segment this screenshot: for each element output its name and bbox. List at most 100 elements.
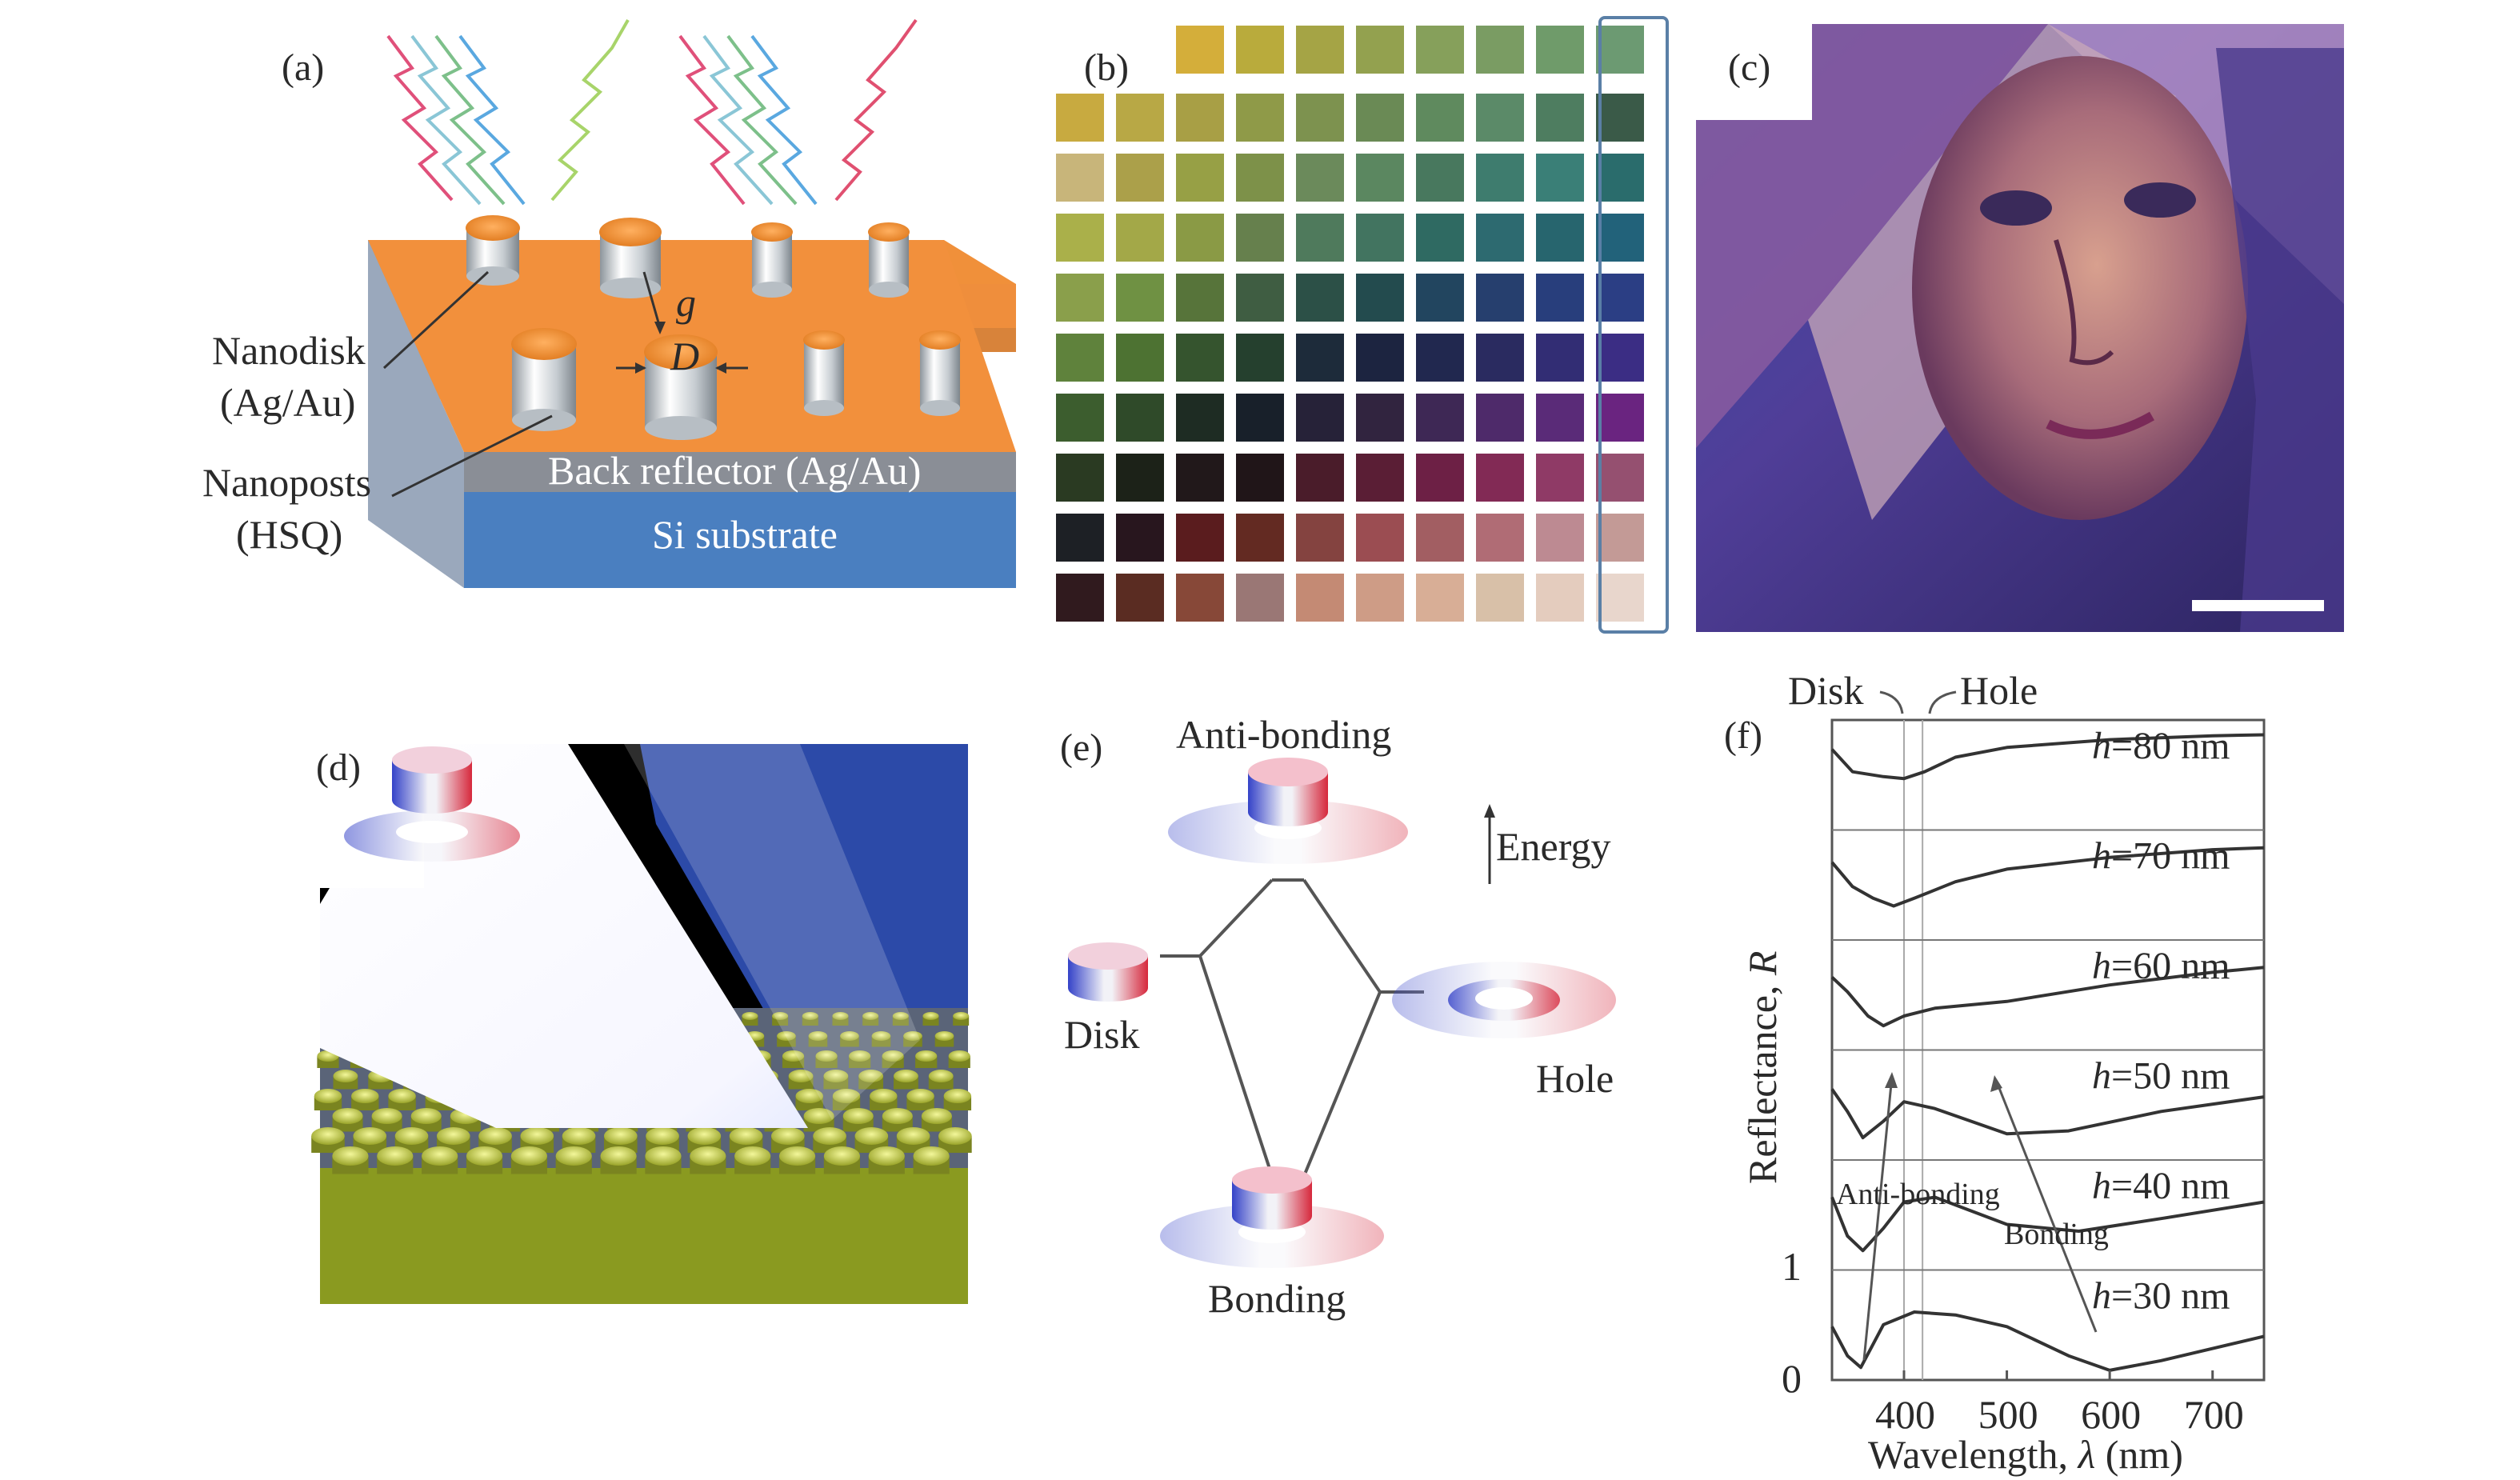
anti-bonding-label: Anti-bonding (1176, 712, 1391, 757)
color-swatch (1056, 574, 1104, 622)
series-line (1830, 733, 2265, 781)
color-swatch (1296, 394, 1344, 442)
color-swatch (1236, 274, 1284, 322)
nanopillar (778, 1146, 816, 1166)
color-swatch (1416, 334, 1464, 382)
nanopillar (351, 1089, 379, 1103)
nanopillar (555, 1146, 592, 1166)
nanopillar (870, 1089, 898, 1103)
panel-d: (d) (311, 744, 972, 1304)
color-swatch (1536, 574, 1584, 622)
color-swatch (1236, 214, 1284, 262)
anti-bonding-mode-icon (1168, 758, 1408, 864)
color-swatch (1116, 214, 1164, 262)
color-swatch (1356, 334, 1404, 382)
nanopillar (894, 1070, 918, 1082)
x-tick-label: 500 (1978, 1392, 2038, 1437)
nanopillar (332, 1108, 363, 1124)
color-swatch (1356, 214, 1404, 262)
color-swatch (1236, 394, 1284, 442)
color-swatch (1176, 26, 1224, 74)
color-swatch (1536, 514, 1584, 562)
nanopillar (854, 1127, 889, 1145)
color-swatch (1596, 454, 1644, 502)
color-swatch (1236, 574, 1284, 622)
color-swatch (1056, 214, 1104, 262)
color-swatch (1416, 94, 1464, 142)
hole-label: Hole (1536, 1056, 1614, 1101)
color-swatch (1176, 154, 1224, 202)
nanopillar (371, 1108, 402, 1124)
nanopillar (377, 1146, 414, 1166)
anti-bonding-arrow (1862, 1075, 1894, 1361)
nanopillar (858, 1070, 884, 1082)
color-swatch (1296, 26, 1344, 74)
color-swatch (1296, 334, 1344, 382)
color-swatch (1176, 214, 1224, 262)
color-swatch (1236, 514, 1284, 562)
nanopillar (849, 1050, 871, 1062)
nanopillar (436, 1127, 470, 1145)
nanopillar (466, 1146, 503, 1166)
color-swatch (1056, 274, 1104, 322)
bonding-label: Bonding (1208, 1276, 1346, 1321)
panel-f-label: (f) (1724, 714, 1762, 757)
color-swatch (1476, 214, 1524, 262)
color-swatch (1596, 94, 1644, 142)
color-swatch (1416, 274, 1464, 322)
nanopillar (871, 1031, 891, 1041)
x-tick-label: 400 (1875, 1392, 1935, 1437)
nanopillar (840, 1031, 859, 1041)
nanopillar (892, 1012, 909, 1020)
nanopillar (729, 1127, 763, 1145)
disk-mode-icon (1068, 942, 1148, 1002)
panel-e: (e) Anti-bonding Bonding Disk Hole Energ… (1060, 712, 1616, 1321)
color-swatch (1416, 26, 1464, 74)
panel-d-label: (d) (316, 746, 361, 789)
nanopillar (934, 1031, 954, 1041)
color-swatch (1416, 394, 1464, 442)
nanopillar (353, 1127, 387, 1145)
gap-symbol: g (676, 280, 696, 325)
series-line (1830, 966, 2265, 1028)
series-line (1830, 1195, 2265, 1253)
nanopillar (808, 1031, 828, 1041)
y-tick-0: 0 (1782, 1356, 1802, 1401)
color-swatch (1056, 514, 1104, 562)
nanopillar (913, 1146, 950, 1166)
color-swatch (1596, 334, 1644, 382)
nanopillar (943, 1089, 972, 1103)
color-swatch (1356, 26, 1404, 74)
color-swatch (1476, 274, 1524, 322)
hole-mode-icon (1392, 962, 1616, 1038)
color-swatch (1116, 514, 1164, 562)
color-swatch (1596, 274, 1644, 322)
color-swatch (1536, 334, 1584, 382)
nanopillar (788, 1070, 814, 1082)
series-label: h=60 nm (2092, 945, 2230, 987)
color-swatch (1596, 154, 1644, 202)
nanopillar (906, 1089, 934, 1103)
panel-c: (c) (1696, 24, 2344, 632)
color-swatch (1296, 214, 1344, 262)
nanopillar (604, 1127, 638, 1145)
color-swatch (1176, 394, 1224, 442)
nanopillar (333, 1070, 358, 1082)
nanopillar (422, 1146, 458, 1166)
nanodisk-material-label: (Ag/Au) (220, 380, 355, 425)
panel-b: (b) (1056, 16, 1669, 634)
color-swatch (1536, 454, 1584, 502)
color-swatch (1536, 154, 1584, 202)
nanopillar (771, 1127, 805, 1145)
nanopillar (823, 1146, 861, 1166)
color-swatch (1176, 94, 1224, 142)
color-swatch (1296, 94, 1344, 142)
color-swatch (1116, 574, 1164, 622)
nanopillar (832, 1012, 849, 1020)
nanopillar (882, 1050, 904, 1062)
color-swatch (1416, 454, 1464, 502)
color-swatch (1476, 394, 1524, 442)
nanopillar (772, 1012, 789, 1020)
color-swatch (1176, 514, 1224, 562)
